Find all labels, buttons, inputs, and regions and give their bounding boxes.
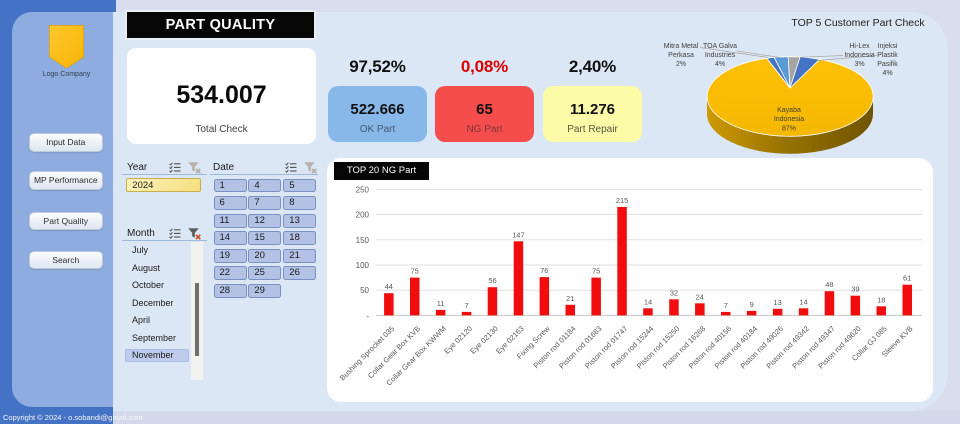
svg-text:250: 250 (356, 185, 370, 194)
svg-text:100: 100 (356, 261, 370, 270)
svg-text:56: 56 (488, 276, 496, 285)
svg-text:32: 32 (670, 288, 678, 297)
svg-text:50: 50 (360, 286, 369, 295)
svg-text:87%: 87% (782, 126, 796, 133)
svg-text:Indonesia: Indonesia (774, 116, 804, 123)
svg-text:Plastik: Plastik (877, 52, 898, 59)
svg-text:150: 150 (356, 236, 370, 245)
svg-text:Indonesia: Indonesia (844, 52, 874, 59)
svg-text:44: 44 (385, 282, 393, 291)
svg-text:215: 215 (616, 196, 629, 205)
svg-text:Pasifik: Pasifik (877, 61, 898, 68)
svg-text:14: 14 (644, 297, 652, 306)
svg-text:48: 48 (825, 280, 833, 289)
svg-text:14: 14 (799, 297, 807, 306)
svg-text:200: 200 (356, 211, 370, 220)
svg-text:4%: 4% (715, 61, 725, 68)
svg-text:3%: 3% (854, 61, 864, 68)
svg-text:Mitra Metal: Mitra Metal (664, 43, 699, 50)
svg-text:147: 147 (512, 230, 525, 239)
svg-text:76: 76 (540, 266, 548, 275)
svg-text:24: 24 (696, 292, 704, 301)
svg-text:4%: 4% (882, 70, 892, 77)
svg-text:7: 7 (724, 301, 728, 310)
svg-text:39: 39 (851, 285, 859, 294)
svg-text:61: 61 (903, 274, 911, 283)
svg-text:75: 75 (592, 267, 600, 276)
svg-text:TOA Galva: TOA Galva (703, 43, 737, 50)
svg-text:Kayaba: Kayaba (777, 107, 801, 114)
svg-text:Injeksi: Injeksi (878, 43, 898, 50)
svg-text:18: 18 (877, 295, 885, 304)
svg-text:Industries: Industries (705, 52, 736, 59)
svg-text:75: 75 (411, 267, 419, 276)
svg-text:-: - (366, 311, 369, 320)
svg-text:Hi-Lex: Hi-Lex (849, 43, 870, 50)
svg-text:2%: 2% (676, 61, 686, 68)
svg-text:Perkasa: Perkasa (668, 52, 694, 59)
svg-text:21: 21 (566, 294, 574, 303)
svg-text:9: 9 (750, 300, 754, 309)
svg-text:7: 7 (465, 301, 469, 310)
svg-text:13: 13 (773, 298, 781, 307)
svg-text:11: 11 (437, 299, 445, 308)
